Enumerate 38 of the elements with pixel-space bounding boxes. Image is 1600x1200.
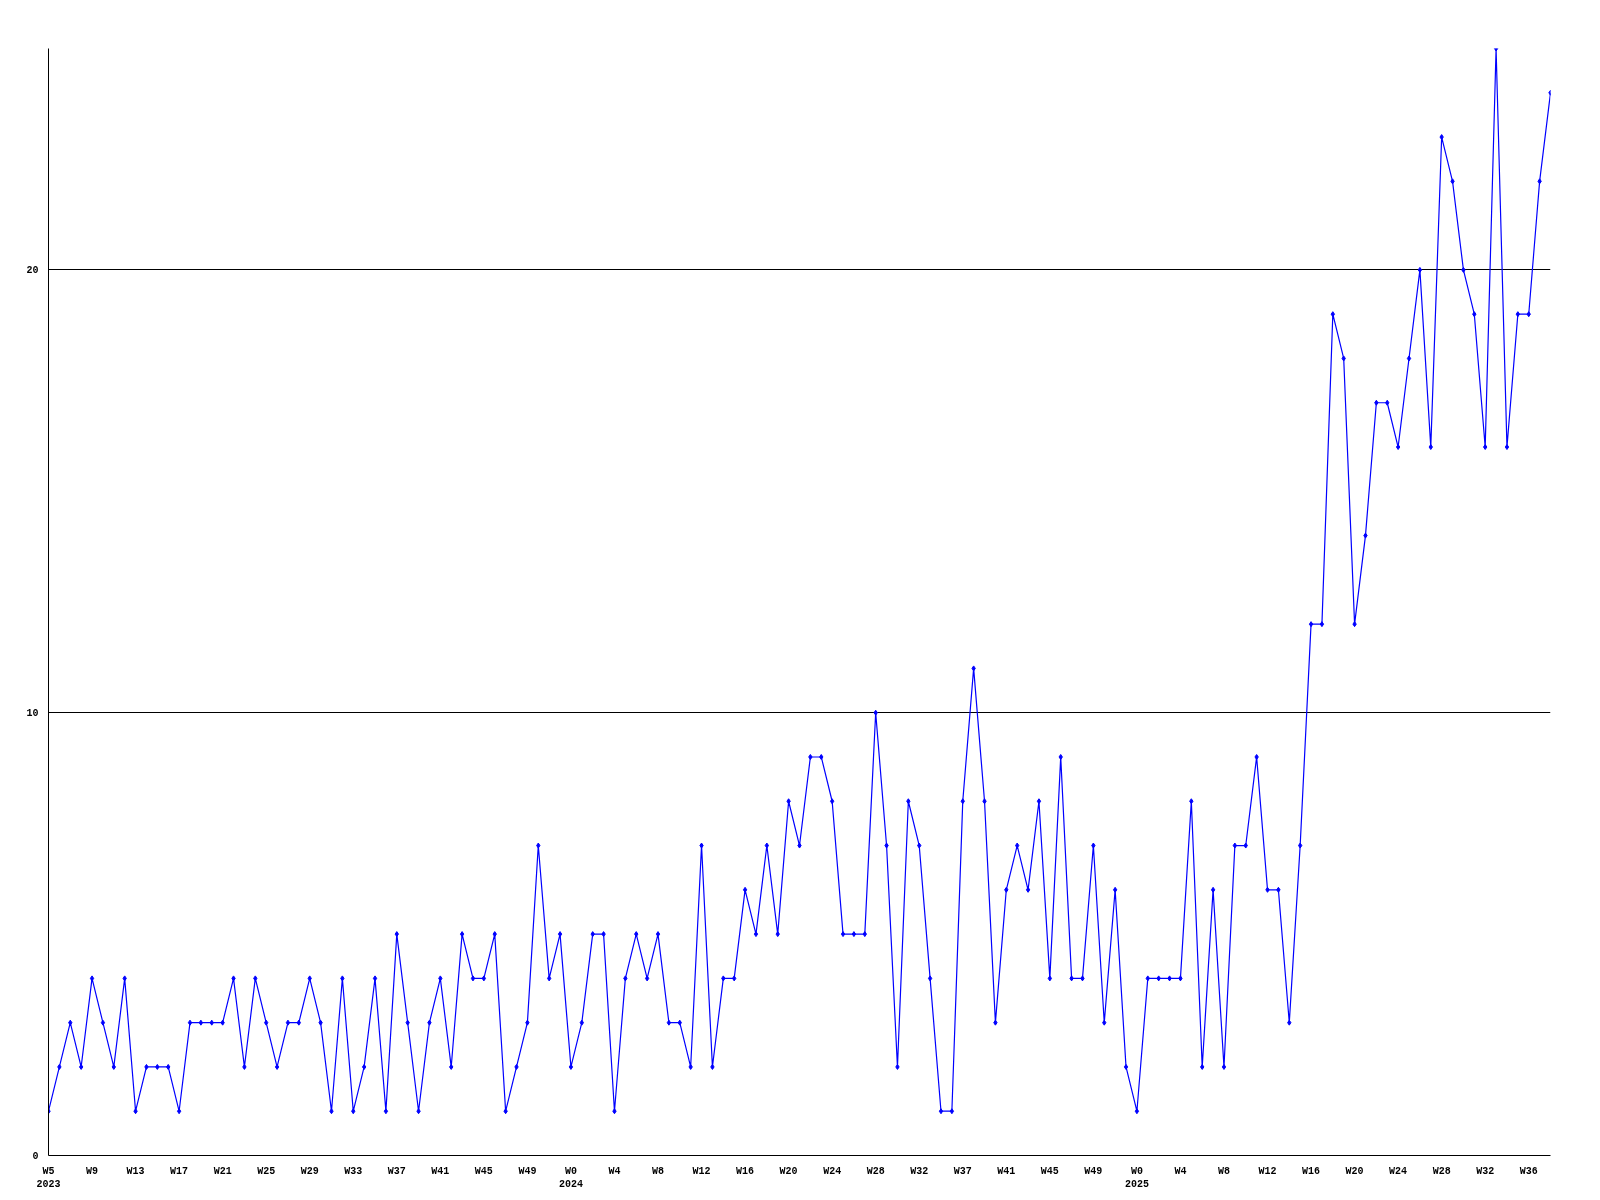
x-tick-label: W45 (1040, 1165, 1059, 1177)
x-tick-label: W12 (692, 1165, 711, 1177)
x-tick-label: W17 (170, 1165, 189, 1177)
x-tick-label: W21 (213, 1165, 232, 1177)
y-tick-label: 10 (26, 708, 39, 720)
x-tick-label: W49 (518, 1165, 537, 1177)
x-tick-label: W28 (1432, 1165, 1451, 1177)
x-tick-label: W36 (1519, 1165, 1538, 1177)
x-tick-label: W45 (474, 1165, 493, 1177)
x-tick-label: W0 2025 (1124, 1165, 1149, 1190)
x-tick-label: W32 (1476, 1165, 1495, 1177)
x-tick-label: W4 (608, 1165, 621, 1177)
x-tick-label: W33 (344, 1165, 363, 1177)
x-tick-label: W5 2023 (36, 1165, 61, 1190)
x-tick-label: W12 (1258, 1165, 1277, 1177)
x-tick-label: W37 (953, 1165, 972, 1177)
x-tick-label: W8 (1217, 1165, 1230, 1177)
x-tick-label: W20 (1345, 1165, 1364, 1177)
x-tick-label: W16 (736, 1165, 755, 1177)
x-tick-label: W25 (257, 1165, 276, 1177)
y-tick-label: 0 (32, 1151, 39, 1162)
x-tick-label: W16 (1302, 1165, 1321, 1177)
x-tick-label: W0 2024 (558, 1165, 583, 1190)
x-tick-label: W29 (300, 1165, 319, 1177)
x-tick-label: W24 (823, 1165, 842, 1177)
x-tick-label: W8 (652, 1165, 665, 1177)
x-tick-label: W4 (1174, 1165, 1187, 1177)
x-tick-label: W41 (997, 1165, 1016, 1177)
x-tick-label: W28 (866, 1165, 885, 1177)
x-tick-label: W20 (779, 1165, 798, 1177)
x-tick-label: W49 (1084, 1165, 1103, 1177)
x-tick-label: W9 (86, 1165, 99, 1177)
x-tick-label: W37 (387, 1165, 406, 1177)
y-tick-label: 20 (26, 265, 39, 277)
x-tick-label: W13 (126, 1165, 145, 1177)
x-tick-label: W24 (1389, 1165, 1408, 1177)
x-tick-label: W32 (910, 1165, 929, 1177)
x-tick-label: W41 (431, 1165, 450, 1177)
